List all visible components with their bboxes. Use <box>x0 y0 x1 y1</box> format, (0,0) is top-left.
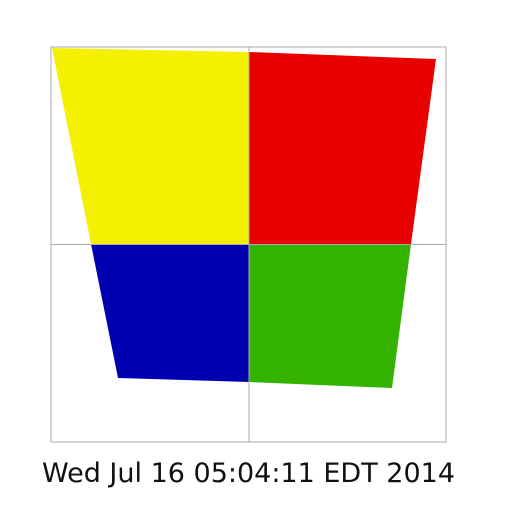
blue-quad <box>91 244 249 382</box>
yellow-quad <box>52 48 249 244</box>
green-quad <box>249 244 411 388</box>
timestamp-label: Wed Jul 16 05:04:11 EDT 2014 <box>41 458 456 489</box>
red-quad <box>249 52 436 244</box>
